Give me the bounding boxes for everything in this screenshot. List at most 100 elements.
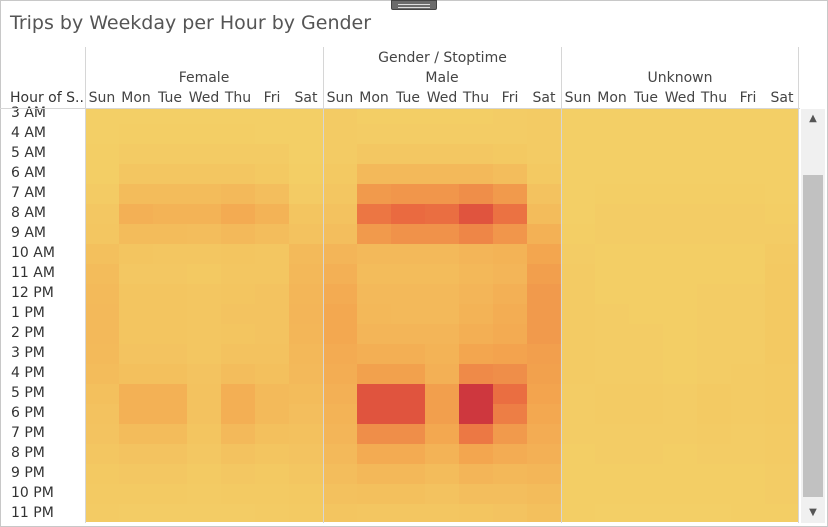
heatmap-cell[interactable] [357,424,391,444]
heatmap-cell[interactable] [289,244,323,264]
heatmap-cell[interactable] [697,484,731,504]
heatmap-cell[interactable] [527,184,561,204]
heatmap-cell[interactable] [663,144,697,164]
heatmap-cell[interactable] [255,504,289,522]
heatmap-cell[interactable] [255,424,289,444]
heatmap-cell[interactable] [119,504,153,522]
heatmap-cell[interactable] [697,464,731,484]
scroll-down-arrow-icon[interactable]: ▼ [809,507,817,518]
heatmap-cell[interactable] [289,284,323,304]
heatmap-cell[interactable] [255,144,289,164]
heatmap-cell[interactable] [289,324,323,344]
heatmap-cell[interactable] [153,244,187,264]
heatmap-cell[interactable] [731,304,765,324]
heatmap-cell[interactable] [391,304,425,324]
heatmap-cell[interactable] [629,444,663,464]
heatmap-cell[interactable] [119,424,153,444]
heatmap-cell[interactable] [425,184,459,204]
heatmap-cell[interactable] [425,444,459,464]
heatmap-cell[interactable] [663,204,697,224]
heatmap-cell[interactable] [765,284,799,304]
heatmap-cell[interactable] [153,164,187,184]
heatmap-cell[interactable] [561,384,595,404]
heatmap-cell[interactable] [187,164,221,184]
heatmap-cell[interactable] [357,504,391,522]
heatmap-cell[interactable] [119,384,153,404]
heatmap-cell[interactable] [663,324,697,344]
heatmap-cell[interactable] [289,384,323,404]
heatmap-cell[interactable] [119,244,153,264]
heatmap-cell[interactable] [731,244,765,264]
heatmap-cell[interactable] [663,109,697,124]
heatmap-cell[interactable] [391,324,425,344]
scroll-up-arrow-icon[interactable]: ▲ [809,113,817,124]
heatmap-cell[interactable] [391,444,425,464]
heatmap-cell[interactable] [731,464,765,484]
heatmap-cell[interactable] [391,364,425,384]
heatmap-cell[interactable] [527,444,561,464]
drag-handle[interactable] [391,0,437,10]
heatmap-cell[interactable] [153,124,187,144]
heatmap-cell[interactable] [493,304,527,324]
heatmap-cell[interactable] [221,244,255,264]
heatmap-cell[interactable] [85,484,119,504]
heatmap-cell[interactable] [187,484,221,504]
heatmap-cell[interactable] [391,404,425,424]
heatmap-cell[interactable] [731,324,765,344]
heatmap-cell[interactable] [595,504,629,522]
heatmap-cell[interactable] [663,124,697,144]
heatmap-cell[interactable] [459,424,493,444]
heatmap-cell[interactable] [629,264,663,284]
heatmap-cell[interactable] [561,444,595,464]
heatmap-cell[interactable] [697,344,731,364]
heatmap-cell[interactable] [629,204,663,224]
heatmap-cell[interactable] [731,224,765,244]
heatmap-cell[interactable] [153,224,187,244]
heatmap-cell[interactable] [323,224,357,244]
heatmap-cell[interactable] [663,164,697,184]
heatmap-cell[interactable] [357,464,391,484]
heatmap-cell[interactable] [629,164,663,184]
heatmap-cell[interactable] [391,144,425,164]
heatmap-cell[interactable] [357,204,391,224]
heatmap-cell[interactable] [153,109,187,124]
heatmap-cell[interactable] [187,264,221,284]
heatmap-cell[interactable] [459,124,493,144]
heatmap-cell[interactable] [697,364,731,384]
heatmap-cell[interactable] [255,164,289,184]
heatmap-cell[interactable] [153,464,187,484]
heatmap-cell[interactable] [255,124,289,144]
heatmap-cell[interactable] [765,164,799,184]
heatmap-cell[interactable] [459,444,493,464]
heatmap-cell[interactable] [289,444,323,464]
heatmap-cell[interactable] [425,264,459,284]
heatmap-cell[interactable] [459,484,493,504]
heatmap-cell[interactable] [459,384,493,404]
heatmap-cell[interactable] [663,464,697,484]
heatmap-cell[interactable] [425,484,459,504]
heatmap-cell[interactable] [629,109,663,124]
heatmap-cell[interactable] [459,184,493,204]
heatmap-cell[interactable] [221,424,255,444]
heatmap-cell[interactable] [595,109,629,124]
heatmap-cell[interactable] [629,464,663,484]
heatmap-cell[interactable] [527,264,561,284]
heatmap-cell[interactable] [391,504,425,522]
heatmap-cell[interactable] [629,244,663,264]
heatmap-cell[interactable] [595,444,629,464]
heatmap-cell[interactable] [731,384,765,404]
heatmap-cell[interactable] [629,324,663,344]
heatmap-cell[interactable] [595,404,629,424]
heatmap-cell[interactable] [561,304,595,324]
heatmap-cell[interactable] [323,304,357,324]
heatmap-cell[interactable] [391,109,425,124]
heatmap-cell[interactable] [731,484,765,504]
heatmap-cell[interactable] [221,484,255,504]
heatmap-cell[interactable] [187,244,221,264]
heatmap-cell[interactable] [221,504,255,522]
heatmap-cell[interactable] [561,124,595,144]
heatmap-cell[interactable] [663,224,697,244]
heatmap-cell[interactable] [289,464,323,484]
heatmap-cell[interactable] [221,144,255,164]
heatmap-cell[interactable] [425,224,459,244]
